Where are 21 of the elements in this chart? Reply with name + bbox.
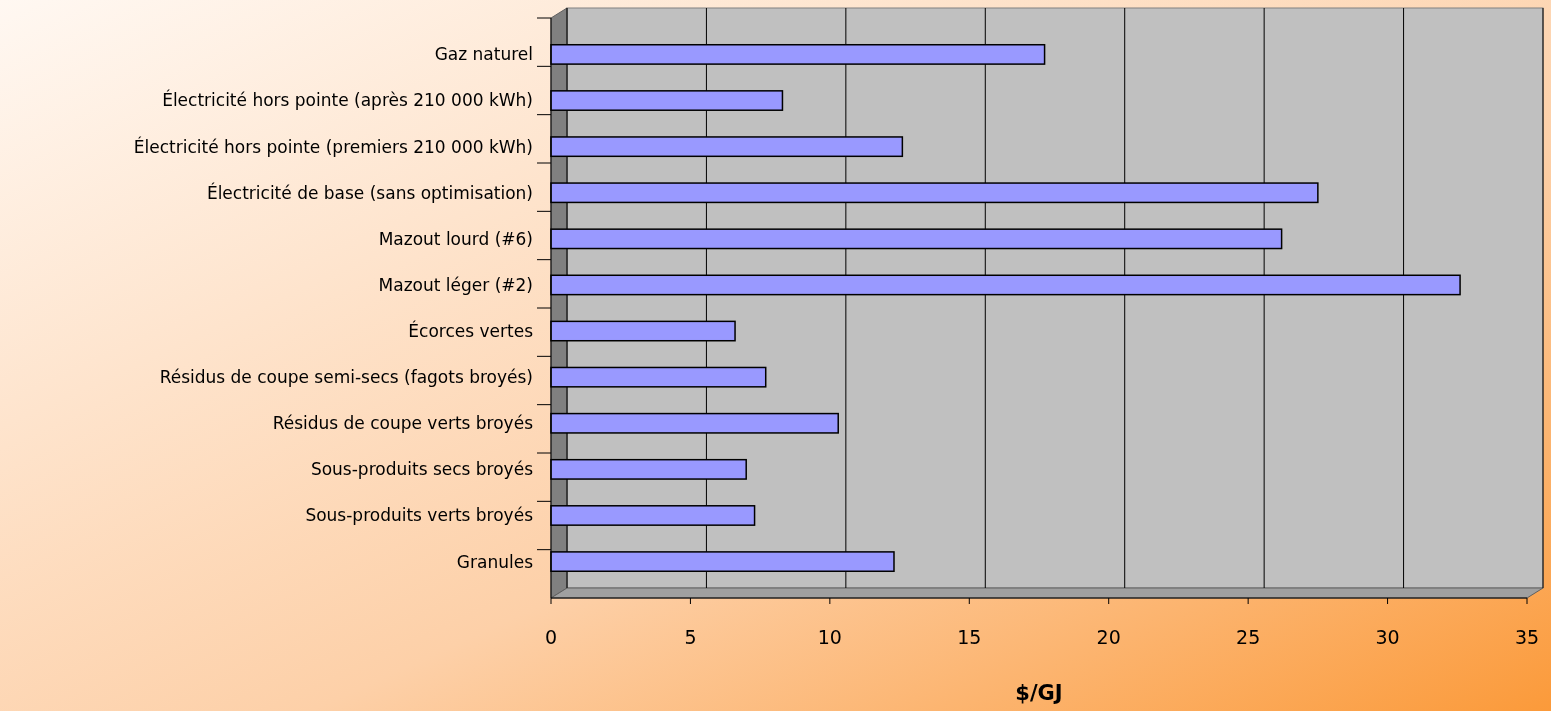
x-tick-label: 10 — [817, 626, 842, 648]
x-tick-label: 5 — [684, 626, 697, 648]
y-tick-label: Électricité de base (sans optimisation) — [206, 181, 533, 203]
x-tick-label: 35 — [1514, 626, 1540, 648]
y-tick-label: Électricité hors pointe (premiers 210 000 kWh) — [133, 135, 533, 157]
y-tick-label: Mazout lourd (#6) — [378, 228, 533, 249]
y-tick-label: Gaz naturel — [434, 44, 533, 65]
x-tick-label: 0 — [544, 626, 558, 648]
y-tick-label: Résidus de coupe semi-secs (fagots broyés) — [159, 367, 533, 388]
x-axis-title: $/GJ — [1015, 681, 1063, 705]
y-tick-label: Sous-produits secs broyés — [310, 459, 534, 480]
y-tick-label: Électricité hors pointe (après 210 000 kWh) — [162, 89, 533, 111]
y-tick-label: Granules — [456, 551, 534, 572]
x-tick-label: 15 — [957, 626, 982, 648]
y-tick-label: Résidus de coupe verts broyés — [272, 413, 534, 434]
y-tick-label: Mazout léger (#2) — [378, 274, 533, 295]
y-tick-label: Sous-produits verts broyés — [305, 505, 534, 526]
x-tick-label: 25 — [1236, 626, 1261, 648]
x-tick-label: 20 — [1096, 626, 1121, 648]
x-tick-label: 30 — [1375, 626, 1400, 648]
y-tick-label: Écorces vertes — [408, 320, 534, 341]
